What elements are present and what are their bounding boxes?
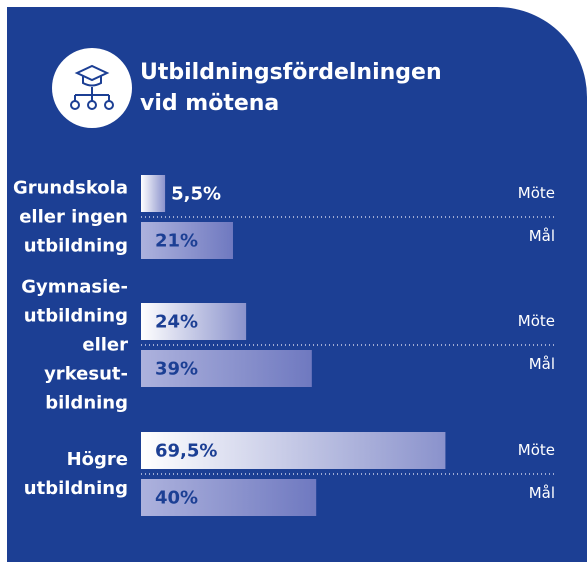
bar [141, 350, 312, 387]
value-label: 40% [155, 488, 198, 509]
value-label: 5,5% [171, 184, 221, 205]
value-label: 39% [155, 359, 198, 380]
value-label: 21% [155, 231, 198, 252]
series-label: Möte [518, 312, 555, 330]
bar [141, 222, 233, 259]
value-label: 69,5% [155, 441, 217, 462]
bar [141, 432, 446, 469]
card: 5,5% Möte 21% Mål 24% Möte 39% Mål 69,5% Möte 40% M… [7, 7, 587, 562]
icon [52, 48, 132, 128]
bar [141, 175, 166, 212]
bar [141, 303, 247, 340]
chart-title: Utbildningsfördelningen vid mötena [140, 60, 442, 116]
category-label: Gymnasie- utbildning eller yrkesut- bild… [21, 276, 128, 414]
category-label: Högre utbildning [23, 449, 128, 499]
series-label: Möte [518, 441, 555, 459]
series-label: Mål [529, 227, 555, 245]
series-label: Mål [529, 355, 555, 373]
category-label: Grundskola eller ingen utbildning [12, 177, 128, 257]
value-label: 24% [155, 312, 198, 333]
chart: 5,5% Möte 21% Mål 24% Möte 39% Mål 69,5% Möte 40% M… [52, 48, 555, 516]
series-label: Mål [529, 484, 555, 502]
series-label: Möte [518, 184, 555, 202]
bar [141, 479, 317, 516]
